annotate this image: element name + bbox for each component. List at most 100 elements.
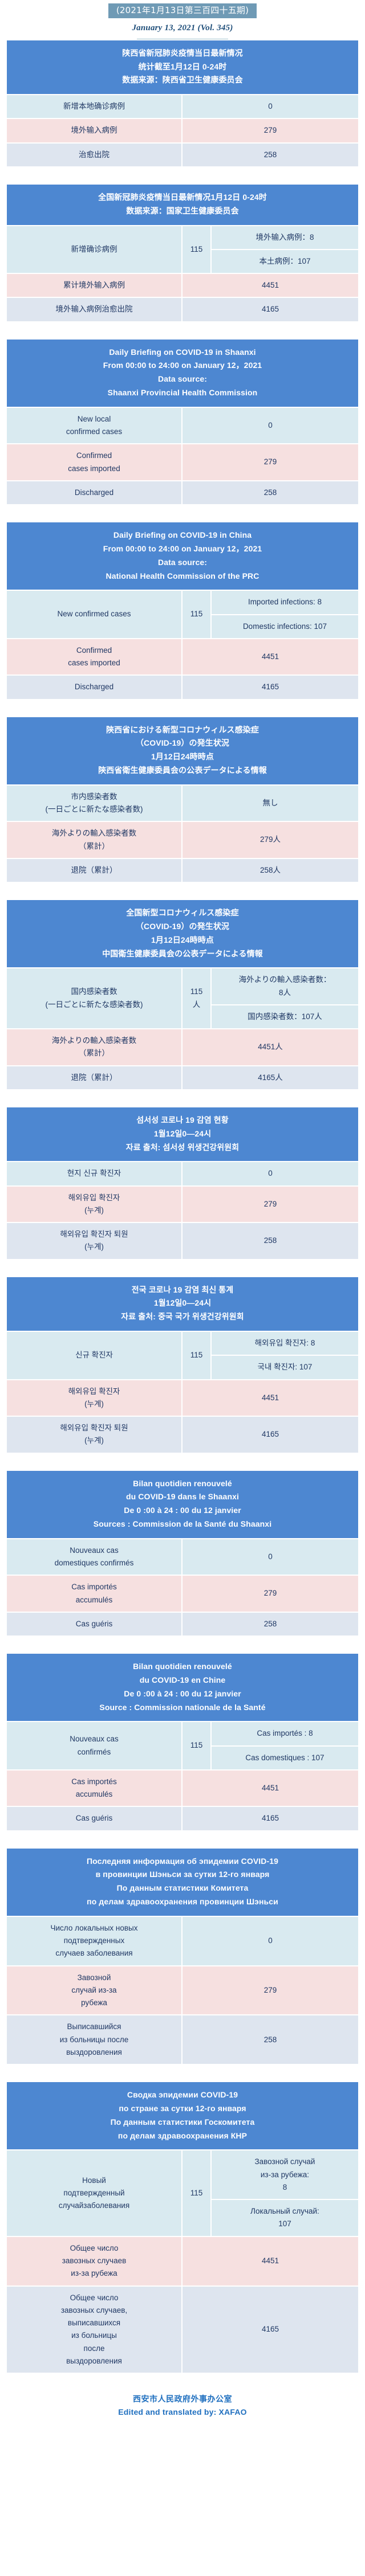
row-breakdown-domestic: Локальный случай: 107	[211, 2200, 358, 2236]
row-label: Confirmed cases imported	[7, 639, 181, 675]
text-line: 258	[263, 488, 277, 497]
table-row: 해외유입 확진자 퇴원 (누계) 258	[7, 1223, 358, 1259]
issue-number-cn: (2021年1月13日第三百四十五期)	[108, 3, 257, 18]
stats-table: 陕西省新冠肺炎疫情当日最新情况 统计截至1月12日 0-24时 数据来源：陕西省卫生…	[6, 39, 359, 167]
text-line: 279人	[259, 835, 281, 844]
text-line: accumulés	[75, 1595, 113, 1604]
footer-office-cn: 西安市人民政府外事办公室	[133, 2395, 232, 2405]
text-line: случаев заболевания	[55, 1949, 133, 1958]
text-line: из больницы	[71, 2331, 117, 2340]
row-label: Новый подтвержденный случайзаболевания	[7, 2150, 181, 2236]
header-line: 1월12일0—24시	[153, 1128, 212, 1138]
text-line: 해외유입 확진자 퇴원	[60, 1424, 128, 1433]
text-line: confirmés	[77, 1747, 111, 1756]
text-line: (누계)	[84, 1242, 104, 1252]
row-label: Cas guéris	[7, 1612, 181, 1636]
table-row: 海外よりの輸入感染者数 （累計） 4451人	[7, 1029, 358, 1065]
header-line: From 00:00 to 24:00 on January 12，2021	[103, 543, 262, 553]
table-row: 治愈出院 258	[7, 143, 358, 166]
header-line: 陝西省衛生健康委員会の公表データによる情報	[98, 766, 267, 775]
section-ru-shaanxi: Последняя информация об эпидемии COVID-1…	[6, 1847, 359, 2066]
text-line: 279	[263, 1199, 277, 1208]
header-line: 陕西省新冠肺炎疫情当日最新情况	[122, 48, 243, 58]
text-line: 4165	[261, 305, 279, 314]
text-line: 退院（累計）	[71, 865, 117, 874]
section-cn-shaanxi: 陕西省新冠肺炎疫情当日最新情况 统计截至1月12日 0-24时 数据来源：陕西省卫生…	[6, 39, 359, 167]
row-breakdown-domestic: Cas domestiques : 107	[211, 1746, 358, 1769]
text-line: 4451	[261, 1393, 279, 1402]
text-line: Discharged	[74, 682, 114, 692]
header-line: 전국 코로나 19 감염 최신 통계	[131, 1285, 234, 1294]
section-header-row: 全国新冠肺炎疫情当日最新情况1月12日 0-24时 数据来源：国家卫生健康委员会	[7, 184, 358, 225]
row-breakdown-imported: Завозной случай из-за рубежа: 8	[211, 2150, 358, 2199]
text-line: 4165	[261, 682, 279, 692]
table-row: Общее число завозных случаев из-за рубежа 4…	[7, 2236, 358, 2285]
text-line: 0	[268, 1552, 273, 1561]
text-line: (一日ごとに新たな感染者数)	[45, 805, 143, 814]
table-row: Число локальных новых подтвержденных случа…	[7, 1916, 358, 1965]
text-line: 279	[263, 457, 277, 467]
text-line: 海外よりの輸入感染者数：	[238, 975, 331, 984]
text-line: 4165	[261, 1814, 279, 1823]
text-line: 境外输入病例治愈出院	[55, 305, 133, 314]
text-line: 115	[190, 1351, 203, 1360]
stats-table: Bilan quotidien renouvelé du COVID-19 dan…	[6, 1470, 359, 1637]
section-header-title: Bilan quotidien renouvelé du COVID-19 dan…	[7, 1470, 358, 1538]
header-line: 全国新冠肺炎疫情当日最新情况1月12日 0-24时	[98, 192, 267, 202]
row-value: 0	[182, 407, 358, 444]
text-line: cases imported	[68, 464, 120, 473]
stats-table: Daily Briefing on COVID-19 in Shaanxi Fro…	[6, 338, 359, 506]
section-header-title: 全国新型コロナウィルス感染症 （COVID-19）の発生状況 1月12日24時時点中…	[7, 900, 358, 968]
header-line: 자료 출처: 중국 국가 위생건강위원회	[121, 1312, 244, 1322]
briefing-page: (2021年1月13日第三百四十五期) January 13, 2021 (Vo…	[6, 3, 359, 2416]
row-label: Выписавшийся из больницы после выздоровлен…	[7, 2015, 181, 2064]
stats-table: Сводка эпидемии COVID-19 по стране за сут…	[6, 2081, 359, 2374]
section-header-title: 섬서성 코로나 19 감염 현황 1월12일0—24시 자료 출처: 섬서성 위생건…	[7, 1107, 358, 1162]
row-label: 海外よりの輸入感染者数 （累計）	[7, 822, 181, 858]
table-row: Cas guéris 4165	[7, 1807, 358, 1830]
text-line: 258	[263, 1619, 277, 1628]
text-line: завозных случаев,	[60, 2305, 128, 2315]
row-value: 258	[182, 1612, 358, 1636]
text-line: из больницы после	[59, 2035, 129, 2044]
section-header-row: Сводка эпидемии COVID-19 по стране за сут…	[7, 2082, 358, 2150]
row-breakdown-imported: 해외유입 확진자: 8	[211, 1332, 358, 1355]
text-line: выздоровления	[66, 2047, 122, 2056]
row-breakdown-imported: Cas importés : 8	[211, 1722, 358, 1745]
row-value: 0	[182, 1539, 358, 1575]
text-line: 신규 확진자	[75, 1351, 113, 1360]
header-line: по делам здравоохранения провинции Шэньс…	[87, 1897, 278, 1907]
text-line: Число локальных новых	[50, 1923, 138, 1932]
text-line: 0	[268, 1936, 273, 1945]
row-label: Число локальных новых подтвержденных случа…	[7, 1916, 181, 1965]
text-line: Новый	[82, 2176, 106, 2185]
row-value: 258	[182, 1223, 358, 1259]
text-line: 海外よりの輸入感染者数	[51, 829, 137, 838]
row-label: Discharged	[7, 676, 181, 699]
text-line: случайзаболевания	[58, 2201, 130, 2210]
section-header-row: 陝西省における新型コロナウィルス感染症 （COVID-19）の発生状況 1月12日2…	[7, 717, 358, 784]
text-line: 治愈出院	[79, 150, 110, 159]
table-row: 新增本地确诊病例 0	[7, 95, 358, 118]
table-row: Выписавшийся из больницы после выздоровлен…	[7, 2015, 358, 2064]
row-label: Общее число завозных случаев, выписавшихся…	[7, 2286, 181, 2373]
text-line: 人	[192, 1000, 201, 1009]
header-line: по стране за сутки 12-го января	[119, 2104, 246, 2113]
row-total-value: 115 人	[182, 968, 210, 1029]
row-total-value: 115	[182, 226, 210, 273]
text-line: 4451	[261, 652, 279, 661]
text-line: Confirmed	[76, 645, 112, 655]
row-value: 0	[182, 1916, 358, 1965]
text-line: 279	[263, 1985, 277, 1994]
header-line: 全国新型コロナウィルス感染症	[126, 908, 239, 918]
text-line: 해외유입 확진자	[68, 1193, 120, 1202]
row-breakdown-domestic: Domestic infections: 107	[211, 615, 358, 638]
row-breakdown-domestic: 국내 확진자: 107	[211, 1356, 358, 1379]
table-row: Cas guéris 258	[7, 1612, 358, 1636]
text-line: 258	[263, 150, 277, 159]
table-row: Confirmed cases imported 279	[7, 444, 358, 480]
header-line: From 00:00 to 24:00 on January 12，2021	[103, 361, 262, 370]
section-header-row: 陕西省新冠肺炎疫情当日最新情况 统计截至1月12日 0-24时 数据来源：陕西省卫生…	[7, 40, 358, 95]
table-row: Cas importés accumulés 279	[7, 1576, 358, 1612]
section-fr-china: Bilan quotidien renouvelé du COVID-19 en …	[6, 1653, 359, 1831]
